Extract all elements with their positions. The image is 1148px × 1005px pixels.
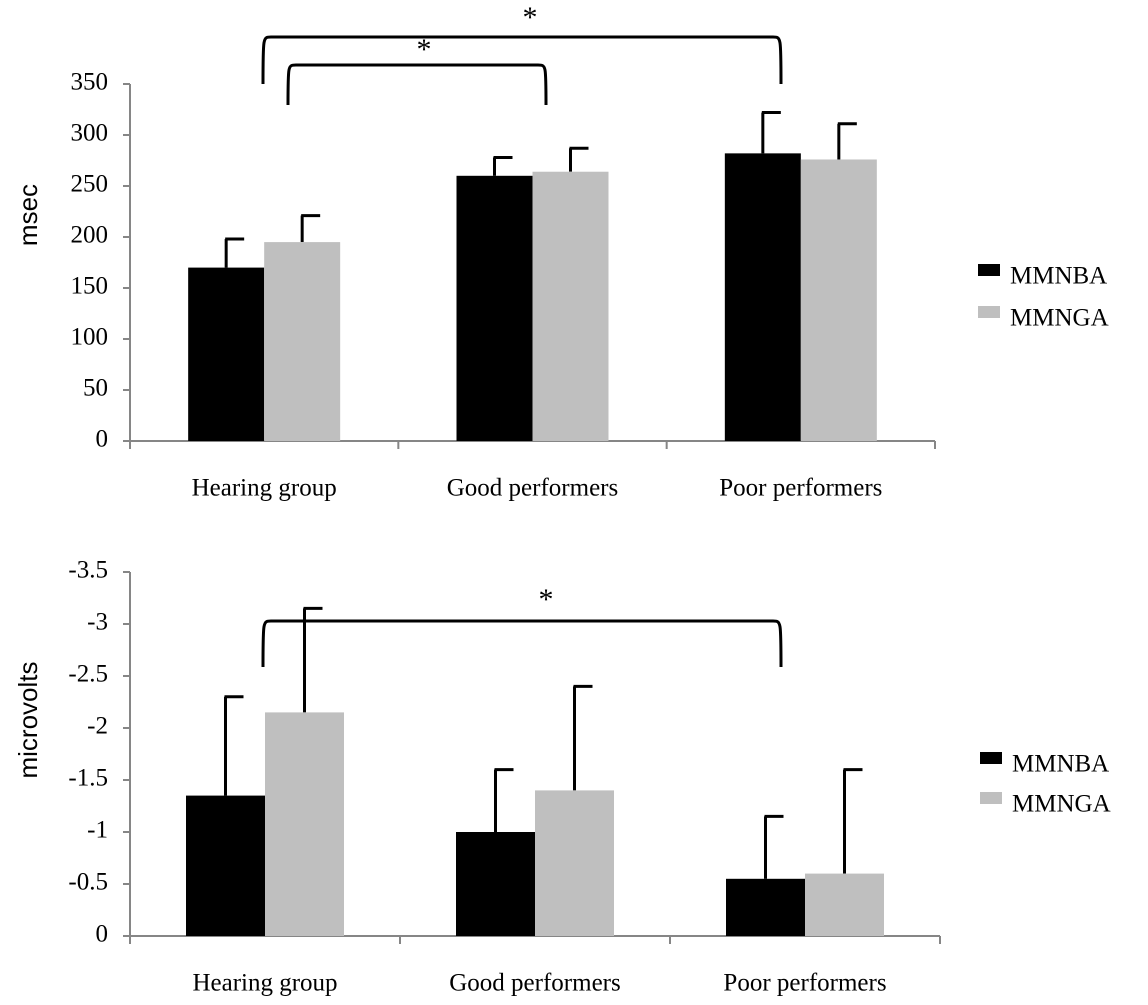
legend-swatch <box>980 792 1002 804</box>
bar <box>535 790 614 936</box>
bar <box>456 175 533 442</box>
x-tick-label: Poor performers <box>719 475 882 502</box>
y-tick-label: 200 <box>71 222 109 249</box>
y-tick-label: 250 <box>71 171 109 198</box>
x-tick-label: Hearing group <box>192 475 337 502</box>
significance-label: * <box>539 583 554 616</box>
significance-bracket <box>261 619 783 668</box>
bar <box>188 267 265 441</box>
legend-label: MMNBA <box>1010 263 1107 290</box>
bar <box>186 795 265 936</box>
y-tick-label: 300 <box>71 120 109 147</box>
bar <box>265 712 344 936</box>
x-tick-label: Good performers <box>449 970 620 997</box>
y-tick-label: 100 <box>71 324 109 351</box>
significance-bracket <box>286 63 548 106</box>
bar <box>724 153 801 442</box>
legend-swatch <box>978 306 1000 318</box>
bar <box>805 873 884 936</box>
y-tick-label: -2.5 <box>68 661 108 688</box>
y-tick-label: -0.5 <box>68 869 108 896</box>
y-tick-label: -3.5 <box>68 557 108 584</box>
y-axis-title: microvolts <box>13 661 43 778</box>
y-tick-label: 150 <box>71 273 109 300</box>
legend-swatch <box>980 752 1002 764</box>
y-axis-title: msec <box>13 184 43 246</box>
significance-label: * <box>417 33 432 66</box>
y-tick-label: -2 <box>87 713 108 740</box>
x-tick-label: Poor performers <box>723 970 886 997</box>
bar <box>726 878 805 936</box>
y-tick-label: -3 <box>87 609 108 636</box>
x-tick-label: Good performers <box>447 475 618 502</box>
y-tick-label: 0 <box>96 921 109 948</box>
significance-bracket <box>261 35 783 85</box>
bar <box>800 159 877 442</box>
legend-label: MMNBA <box>1012 751 1109 778</box>
legend-label: MMNGA <box>1010 305 1109 332</box>
y-tick-label: -1.5 <box>68 765 108 792</box>
legend-label: MMNGA <box>1012 791 1111 818</box>
significance-label: * <box>523 1 538 34</box>
y-tick-label: -1 <box>87 817 108 844</box>
bar <box>532 171 609 441</box>
y-tick-label: 0 <box>96 426 109 453</box>
legend-swatch <box>978 264 1000 276</box>
bar <box>456 832 535 936</box>
bar <box>264 242 341 441</box>
y-tick-label: 350 <box>71 69 109 96</box>
y-tick-label: 50 <box>83 375 108 402</box>
x-tick-label: Hearing group <box>192 970 337 997</box>
